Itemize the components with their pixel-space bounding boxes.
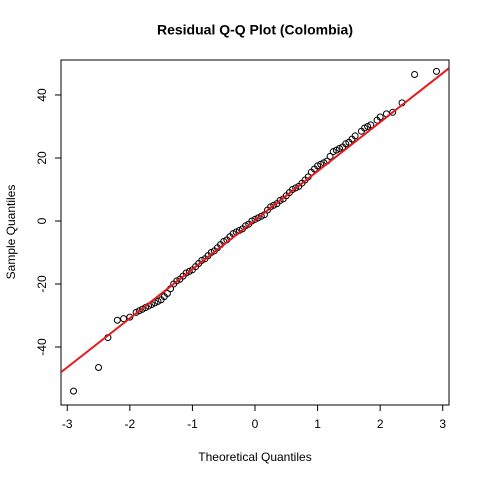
y-tick-label: -40 [35, 338, 49, 356]
point [389, 108, 397, 116]
y-tick-label: 20 [35, 151, 49, 165]
chart-title: Residual Q-Q Plot (Colombia) [157, 22, 353, 38]
plot-area [61, 67, 449, 395]
x-tick-label: -3 [62, 417, 73, 431]
y-tick-label: -20 [35, 275, 49, 293]
plot-frame [60, 59, 450, 406]
x-tick-label: -2 [125, 417, 136, 431]
x-tick-label: 2 [377, 417, 384, 431]
point [95, 364, 103, 372]
y-tick-label: 40 [35, 88, 49, 102]
point [351, 132, 359, 140]
point [376, 113, 384, 121]
point [163, 289, 171, 297]
x-tick-label: 1 [314, 417, 321, 431]
x-tick-label: -1 [187, 417, 198, 431]
y-tick-label: 0 [35, 217, 49, 224]
point [113, 316, 121, 324]
x-tick-label: 0 [252, 417, 259, 431]
x-tick-label: 3 [439, 417, 446, 431]
reference-line [61, 67, 449, 374]
point [432, 67, 440, 75]
point [120, 315, 128, 323]
x-axis-label: Theoretical Quantiles [198, 450, 311, 464]
point [411, 70, 419, 78]
point [367, 121, 375, 129]
y-axis-label: Sample Quantiles [4, 185, 18, 280]
point [70, 387, 78, 395]
point [326, 152, 334, 160]
